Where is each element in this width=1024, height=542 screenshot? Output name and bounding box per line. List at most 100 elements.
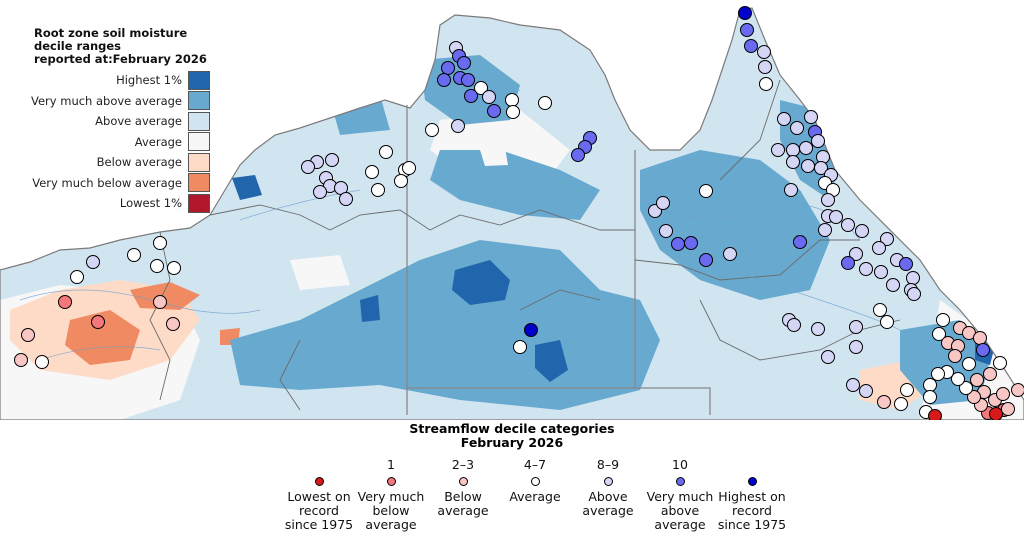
streamflow-station-marker [777, 112, 791, 126]
streamflow-station-marker [365, 165, 379, 179]
streamflow-station-marker [325, 153, 339, 167]
streamflow-station-marker [784, 183, 798, 197]
streamflow-station-marker [379, 145, 393, 159]
streamflow-legend-item: 10 Very much above average [635, 458, 725, 532]
streamflow-station-marker [874, 265, 888, 279]
streamflow-legend-item: 1 Very much below average [346, 458, 436, 532]
streamflow-station-marker [872, 241, 886, 255]
streamflow-station-marker [811, 134, 825, 148]
streamflow-station-marker [14, 353, 28, 367]
streamflow-station-marker [437, 73, 451, 87]
streamflow-station-marker [150, 259, 164, 273]
streamflow-station-marker [91, 315, 105, 329]
streamflow-station-marker [821, 193, 835, 207]
streamflow-station-marker [786, 155, 800, 169]
streamflow-station-marker [699, 184, 713, 198]
streamflow-station-marker [846, 378, 860, 392]
streamflow-station-marker [951, 372, 965, 386]
streamflow-legend-item: 8–9 Above average [563, 458, 653, 518]
streamflow-station-marker [457, 56, 471, 70]
soil-legend-swatch [188, 193, 210, 213]
streamflow-legend-number: 4–7 [523, 457, 547, 472]
streamflow-station-marker [464, 89, 478, 103]
streamflow-station-marker [441, 61, 455, 75]
streamflow-legend-number: 1 [387, 457, 395, 472]
streamflow-station-marker [849, 247, 863, 261]
streamflow-station-marker [877, 395, 891, 409]
streamflow-legend-title: Streamflow decile categories February 20… [0, 422, 1024, 450]
soil-legend-item: Below average [0, 152, 210, 172]
streamflow-station-marker [787, 318, 801, 332]
streamflow-station-marker [744, 39, 758, 53]
streamflow-station-marker [659, 224, 673, 238]
streamflow-station-marker [841, 218, 855, 232]
streamflow-legend-title-text: Streamflow decile categories February 20… [409, 421, 615, 450]
streamflow-station-marker [153, 236, 167, 250]
soil-legend-item: Average [0, 132, 210, 152]
streamflow-station-marker [70, 270, 84, 284]
soil-legend-swatch [188, 173, 210, 192]
soil-legend-label: Below average [96, 155, 182, 169]
soil-legend-item: Highest 1% [0, 70, 210, 90]
streamflow-station-marker [989, 407, 1003, 420]
streamflow-station-marker [313, 185, 327, 199]
streamflow-station-marker [506, 105, 520, 119]
streamflow-station-marker [723, 247, 737, 261]
streamflow-station-marker [86, 255, 100, 269]
streamflow-legend-dot [675, 477, 685, 486]
soil-legend-item: Very much above average [0, 91, 210, 111]
streamflow-station-marker [371, 183, 385, 197]
streamflow-legend-dot [314, 477, 324, 486]
soil-legend-title: Root zone soil moisture decile ranges re… [34, 26, 207, 66]
streamflow-station-marker [967, 390, 981, 404]
streamflow-station-marker [505, 93, 519, 107]
streamflow-station-marker [487, 104, 501, 118]
streamflow-station-marker [758, 60, 772, 74]
streamflow-station-marker [1011, 383, 1024, 397]
soil-legend-label: Highest 1% [116, 73, 182, 87]
streamflow-station-marker [821, 350, 835, 364]
streamflow-station-marker [894, 397, 908, 411]
soil-legend-item: Lowest 1% [0, 193, 210, 213]
streamflow-station-marker [21, 328, 35, 342]
streamflow-station-marker [757, 45, 771, 59]
streamflow-station-marker [859, 384, 873, 398]
streamflow-station-marker [962, 357, 976, 371]
soil-legend-label: Above average [95, 114, 182, 128]
streamflow-legend-label: Very much above average [646, 489, 714, 532]
streamflow-station-marker [936, 313, 950, 327]
streamflow-station-marker [799, 141, 813, 155]
streamflow-station-marker [900, 383, 914, 397]
streamflow-station-marker [153, 295, 167, 309]
streamflow-station-marker [818, 223, 832, 237]
streamflow-station-marker [804, 110, 818, 124]
streamflow-station-marker [906, 271, 920, 285]
streamflow-legend-label: Highest on record since 1975 [717, 489, 787, 532]
streamflow-station-marker [973, 331, 987, 345]
streamflow-station-marker [425, 123, 439, 137]
soil-legend-swatch [188, 132, 210, 151]
streamflow-legend-item: 2–3 Below average [418, 458, 508, 518]
streamflow-station-marker [474, 81, 488, 95]
streamflow-legend-label: Very much below average [357, 489, 425, 532]
streamflow-station-marker [907, 287, 921, 301]
streamflow-station-marker [970, 373, 984, 387]
streamflow-station-marker [740, 23, 754, 37]
streamflow-station-marker [811, 322, 825, 336]
streamflow-station-marker [513, 340, 527, 354]
soil-legend-item: Above average [0, 111, 210, 131]
streamflow-legend-number: 10 [672, 457, 688, 472]
streamflow-legend-item: 4–7 Average [490, 458, 580, 504]
streamflow-station-marker [35, 355, 49, 369]
streamflow-station-marker [841, 256, 855, 270]
streamflow-station-marker [394, 174, 408, 188]
soil-legend-label: Average [134, 134, 182, 149]
soil-legend-swatch [188, 91, 210, 110]
streamflow-station-marker [983, 367, 997, 381]
streamflow-station-marker [451, 119, 465, 133]
streamflow-legend-dot [603, 477, 613, 486]
streamflow-station-marker [996, 387, 1010, 401]
streamflow-station-marker [959, 381, 973, 395]
streamflow-station-marker [166, 317, 180, 331]
streamflow-station-marker [671, 237, 685, 251]
